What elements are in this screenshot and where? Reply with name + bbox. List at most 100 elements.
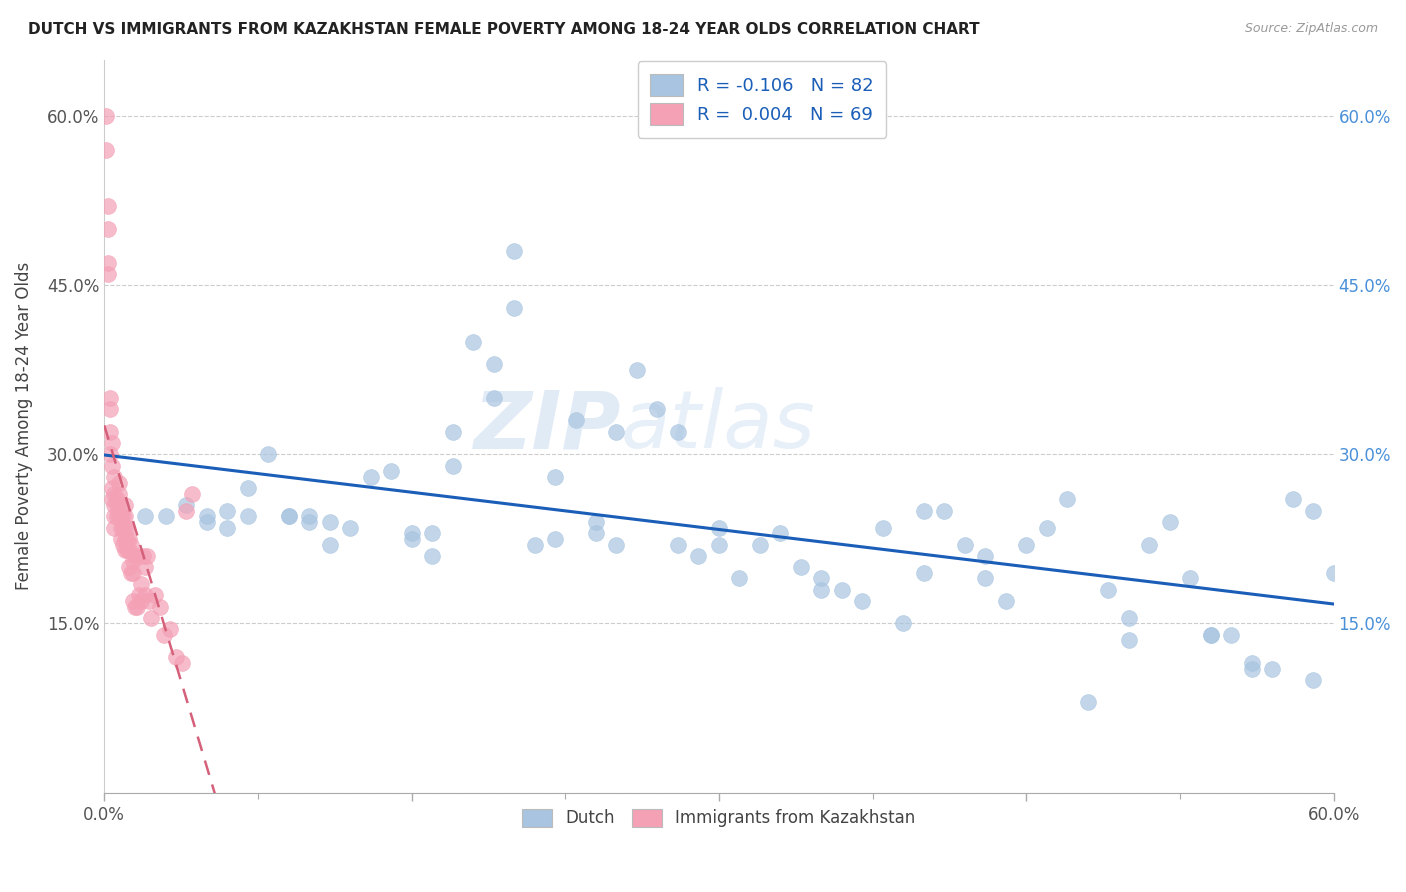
- Point: [503, 301, 526, 315]
- Point: [339, 521, 361, 535]
- Point: [105, 498, 128, 512]
- Point: [831, 582, 853, 597]
- Point: [100, 402, 122, 417]
- Point: [872, 521, 894, 535]
- Point: [666, 537, 689, 551]
- Point: [380, 464, 402, 478]
- Point: [125, 599, 148, 614]
- Point: [1199, 628, 1222, 642]
- Point: [111, 509, 134, 524]
- Point: [461, 334, 484, 349]
- Point: [523, 537, 546, 551]
- Point: [1118, 633, 1140, 648]
- Point: [103, 509, 125, 524]
- Point: [728, 571, 751, 585]
- Point: [1240, 656, 1263, 670]
- Point: [103, 498, 125, 512]
- Point: [1302, 673, 1324, 687]
- Point: [118, 543, 141, 558]
- Point: [97, 255, 120, 269]
- Point: [1323, 566, 1346, 580]
- Point: [100, 425, 122, 439]
- Point: [605, 537, 627, 551]
- Point: [111, 521, 134, 535]
- Point: [318, 537, 340, 551]
- Point: [1097, 582, 1119, 597]
- Point: [101, 481, 124, 495]
- Point: [994, 594, 1017, 608]
- Point: [103, 470, 125, 484]
- Point: [115, 543, 138, 558]
- Point: [810, 582, 832, 597]
- Point: [544, 470, 567, 484]
- Point: [138, 594, 160, 608]
- Point: [97, 267, 120, 281]
- Point: [96, 109, 118, 123]
- Point: [195, 509, 218, 524]
- Point: [97, 221, 120, 235]
- Point: [1077, 695, 1099, 709]
- Point: [1036, 521, 1059, 535]
- Point: [114, 509, 136, 524]
- Point: [100, 447, 122, 461]
- Point: [912, 504, 935, 518]
- Text: Source: ZipAtlas.com: Source: ZipAtlas.com: [1244, 22, 1378, 36]
- Point: [934, 504, 956, 518]
- Point: [605, 425, 627, 439]
- Point: [1159, 515, 1181, 529]
- Point: [1199, 628, 1222, 642]
- Point: [174, 504, 197, 518]
- Point: [217, 504, 239, 518]
- Point: [626, 363, 648, 377]
- Point: [257, 447, 280, 461]
- Point: [503, 244, 526, 259]
- Point: [124, 599, 146, 614]
- Point: [134, 509, 156, 524]
- Point: [134, 560, 156, 574]
- Point: [120, 537, 142, 551]
- Point: [129, 594, 152, 608]
- Point: [1015, 537, 1038, 551]
- Point: [420, 549, 443, 563]
- Point: [97, 199, 120, 213]
- Point: [174, 498, 197, 512]
- Point: [953, 537, 976, 551]
- Y-axis label: Female Poverty Among 18-24 Year Olds: Female Poverty Among 18-24 Year Olds: [15, 262, 32, 591]
- Point: [118, 560, 141, 574]
- Point: [100, 391, 122, 405]
- Point: [107, 487, 129, 501]
- Point: [1118, 611, 1140, 625]
- Point: [115, 532, 138, 546]
- Point: [1261, 662, 1284, 676]
- Point: [441, 425, 464, 439]
- Point: [420, 526, 443, 541]
- Point: [585, 515, 607, 529]
- Point: [145, 588, 167, 602]
- Point: [1137, 537, 1160, 551]
- Point: [217, 521, 239, 535]
- Point: [298, 509, 321, 524]
- Point: [544, 532, 567, 546]
- Point: [666, 425, 689, 439]
- Point: [128, 588, 150, 602]
- Point: [1240, 662, 1263, 676]
- Point: [748, 537, 770, 551]
- Point: [1302, 504, 1324, 518]
- Point: [172, 656, 194, 670]
- Point: [125, 549, 148, 563]
- Point: [107, 509, 129, 524]
- Point: [122, 594, 145, 608]
- Point: [891, 616, 914, 631]
- Point: [118, 532, 141, 546]
- Point: [585, 526, 607, 541]
- Point: [912, 566, 935, 580]
- Point: [105, 492, 128, 507]
- Point: [401, 526, 423, 541]
- Point: [851, 594, 873, 608]
- Point: [277, 509, 299, 524]
- Point: [101, 492, 124, 507]
- Point: [181, 487, 204, 501]
- Point: [115, 521, 138, 535]
- Point: [103, 487, 125, 501]
- Point: [1281, 492, 1303, 507]
